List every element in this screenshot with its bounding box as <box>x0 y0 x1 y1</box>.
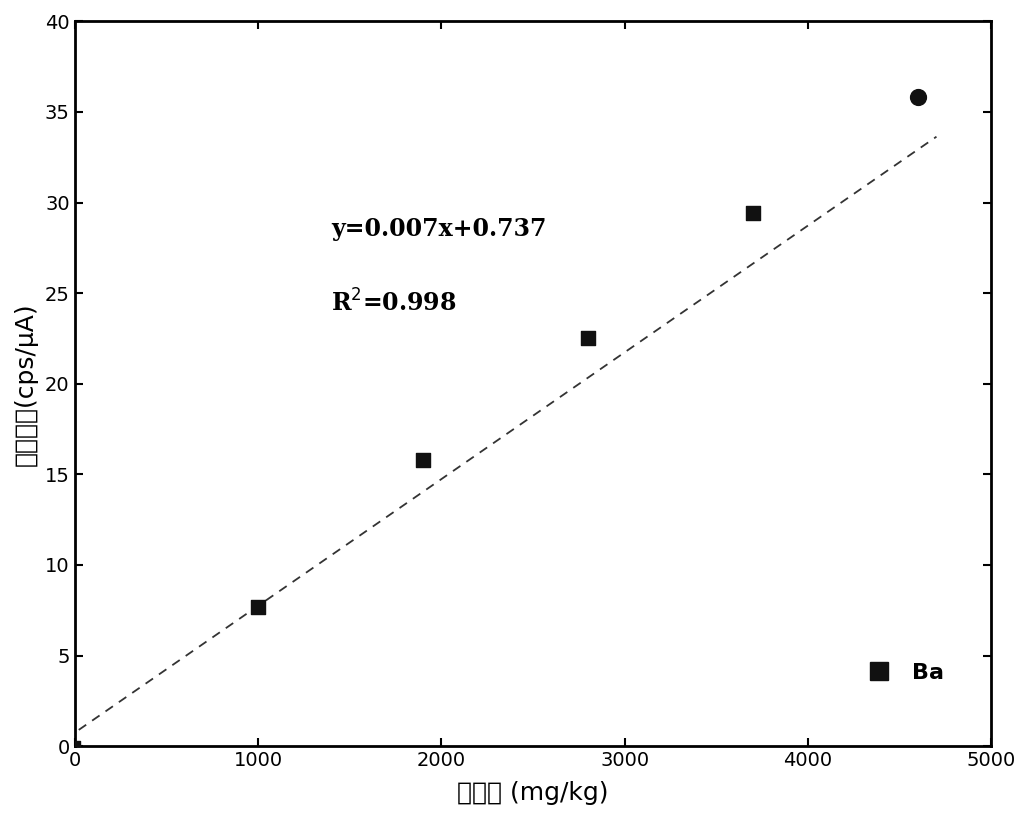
Point <box>580 332 596 345</box>
Text: y=0.007x+0.737: y=0.007x+0.737 <box>332 217 547 241</box>
Text: R$^{2}$=0.998: R$^{2}$=0.998 <box>332 290 457 317</box>
Y-axis label: 测试强度(cps/μA): 测试强度(cps/μA) <box>13 302 38 465</box>
Point <box>909 91 926 104</box>
Point <box>66 740 82 753</box>
Legend: Ba: Ba <box>848 654 953 691</box>
Point <box>249 600 266 613</box>
Point <box>415 453 432 466</box>
X-axis label: 理论値 (mg/kg): 理论値 (mg/kg) <box>457 781 609 805</box>
Point <box>745 207 761 220</box>
